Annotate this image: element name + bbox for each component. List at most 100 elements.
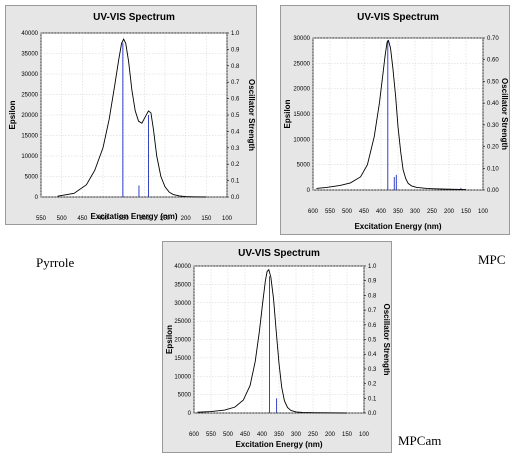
y2-tick-label: 0.6: [231, 97, 240, 103]
y2-tick-label: 1.0: [231, 31, 240, 37]
y2-tick-label: 0.1: [368, 396, 377, 402]
x-tick-label: 250: [308, 432, 319, 438]
y2-tick-label: 0.50: [487, 79, 499, 85]
x-tick-label: 300: [291, 432, 302, 438]
x-tick-label: 600: [189, 432, 200, 438]
y2-tick-label: 0.3: [368, 367, 377, 373]
x-tick-label: 400: [257, 432, 268, 438]
y-tick-label: 5000: [178, 393, 192, 399]
y-tick-label: 10000: [293, 137, 310, 143]
y-tick-label: 15000: [21, 134, 38, 140]
y-tick-label: 35000: [174, 282, 191, 288]
y-tick-label: 30000: [21, 72, 38, 78]
y2-tick-label: 0.40: [487, 101, 499, 107]
x-tick-label: 250: [160, 216, 171, 222]
y-tick-label: 20000: [293, 87, 310, 93]
y2-tick-label: 0.4: [368, 352, 377, 358]
y2-axis-label: Oscillator Strength: [500, 78, 509, 150]
y2-tick-label: 0.9: [368, 279, 377, 285]
y-tick-label: 0: [307, 188, 311, 194]
y2-tick-label: 0.9: [231, 47, 240, 53]
y2-tick-label: 1.0: [368, 264, 377, 270]
x-tick-label: 100: [222, 216, 233, 222]
x-tick-label: 450: [240, 432, 251, 438]
chart-mpcam: 600 550 500 450 400 350 300 250 200 150 100 0 5000 10…: [162, 241, 392, 453]
x-tick-label: 500: [342, 209, 353, 215]
x-tick-label: 150: [201, 216, 212, 222]
y2-tick-label: 0.1: [231, 179, 240, 185]
x-tick-label: 150: [461, 209, 472, 215]
x-tick-label: 550: [325, 209, 336, 215]
chart-mpc: 600 550 500 450 400 350 300 250 200 150 100 0 5000 10…: [280, 5, 510, 235]
x-tick-label: 450: [359, 209, 370, 215]
y2-tick-label: 0.4: [231, 129, 240, 135]
y2-tick-label: 0.30: [487, 123, 499, 129]
y-tick-label: 15000: [174, 356, 191, 362]
y-tick-label: 0: [35, 195, 39, 201]
y-tick-label: 20000: [174, 338, 191, 344]
y2-tick-label: 0.2: [368, 382, 377, 388]
y-tick-label: 0: [188, 411, 192, 417]
y-tick-label: 25000: [174, 319, 191, 325]
spectrum-curve: [316, 39, 467, 191]
y-axis-label: Epsilon: [8, 100, 17, 129]
x-tick-label: 350: [393, 209, 404, 215]
x-tick-label: 200: [181, 216, 192, 222]
y-tick-label: 10000: [21, 154, 38, 160]
x-tick-label: 100: [478, 209, 489, 215]
x-tick-label: 250: [427, 209, 438, 215]
chart-title: UV-VIS Spectrum: [238, 248, 320, 259]
y2-tick-label: 0.5: [368, 338, 377, 344]
y-tick-label: 30000: [174, 301, 191, 307]
x-tick-label: 400: [376, 209, 387, 215]
y2-tick-label: 0.00: [487, 188, 499, 194]
y2-tick-label: 0.2: [231, 162, 240, 168]
y-tick-label: 5000: [297, 163, 311, 169]
x-tick-label: 550: [36, 216, 47, 222]
chart-pyrrole: 550 500 450 400 350 300 250 200 150 100 0 5000 10000…: [5, 5, 257, 225]
x-tick-label: 550: [206, 432, 217, 438]
x-axis-label: Excitation Energy (nm): [90, 212, 177, 221]
y-tick-label: 10000: [174, 374, 191, 380]
y2-tick-label: 0.0: [368, 411, 377, 417]
y-tick-label: 40000: [174, 264, 191, 270]
x-tick-label: 400: [98, 216, 109, 222]
x-axis-label: Excitation Energy (nm): [235, 440, 322, 449]
y-tick-label: 35000: [21, 52, 38, 58]
y2-tick-label: 0.8: [231, 64, 240, 70]
x-tick-label: 500: [57, 216, 68, 222]
caption-mpcam: MPCam: [398, 433, 442, 448]
y-tick-label: 15000: [293, 112, 310, 118]
y2-tick-label: 0.20: [487, 145, 499, 151]
y-tick-label: 25000: [293, 61, 310, 67]
x-tick-label: 350: [274, 432, 285, 438]
chart-title: UV-VIS Spectrum: [93, 12, 175, 23]
y2-tick-label: 0.0: [231, 195, 240, 201]
x-tick-label: 300: [410, 209, 421, 215]
x-tick-label: 450: [77, 216, 88, 222]
x-tick-label: 200: [444, 209, 455, 215]
spectrum-curve: [197, 268, 348, 414]
y-tick-label: 5000: [25, 175, 39, 181]
y-axis-label: Epsilon: [283, 99, 292, 128]
y-tick-label: 40000: [21, 31, 38, 37]
x-tick-label: 150: [342, 432, 353, 438]
x-tick-label: 500: [223, 432, 234, 438]
y2-tick-label: 0.5: [231, 113, 240, 119]
y2-tick-label: 0.10: [487, 166, 499, 172]
y-axis-label: Epsilon: [165, 325, 174, 354]
y2-tick-label: 0.60: [487, 58, 499, 64]
caption-pyrrole: Pyrrole: [36, 255, 75, 270]
y2-tick-label: 0.70: [487, 36, 499, 42]
y-tick-label: 30000: [293, 36, 310, 42]
x-tick-label: 300: [139, 216, 150, 222]
x-tick-label: 200: [325, 432, 336, 438]
y2-tick-label: 0.7: [368, 308, 377, 314]
x-tick-label: 350: [119, 216, 130, 222]
y2-axis-label: Oscillator Strength: [382, 303, 391, 375]
spectrum-curve: [57, 38, 207, 198]
x-tick-label: 600: [308, 209, 319, 215]
caption-mpc: MPC: [478, 252, 506, 267]
y-tick-label: 25000: [21, 93, 38, 99]
y2-tick-label: 0.7: [231, 80, 240, 86]
